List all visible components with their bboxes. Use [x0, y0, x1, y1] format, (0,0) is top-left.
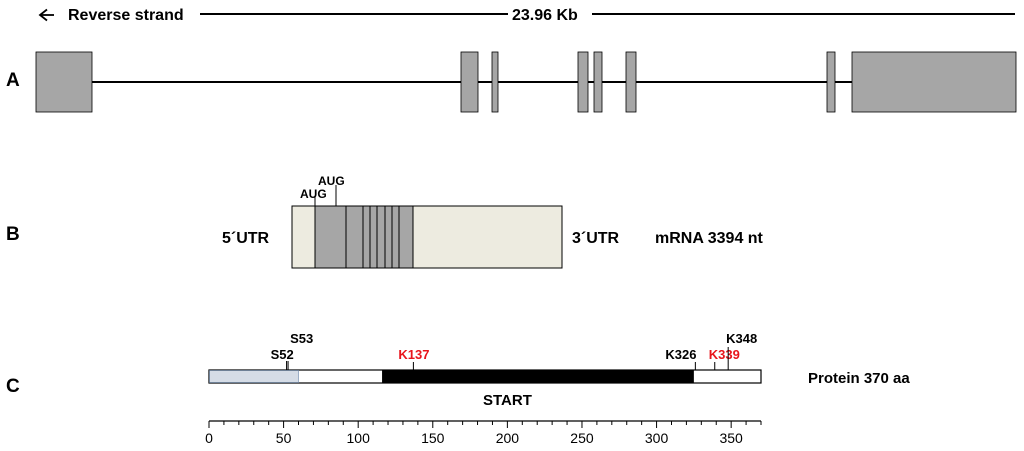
utr3-label: 3´UTR	[572, 230, 620, 247]
panel-c-label: C	[6, 376, 20, 397]
mrna-length-label: mRNA 3394 nt	[655, 230, 764, 247]
axis-tick-label: 50	[276, 430, 292, 446]
panel-b-mrna: B 5´UTR AUG AUG 3´UTR mRNA 3394 nt	[6, 174, 764, 269]
exon-box	[577, 51, 589, 113]
panel-a-gene-structure: A	[6, 51, 1017, 113]
exon-box	[593, 51, 603, 113]
mrna-coding-region	[314, 205, 414, 269]
axis-tick-label: 100	[347, 430, 371, 446]
site-label-k326: K326	[665, 347, 696, 362]
site-label-k137: K137	[398, 347, 429, 362]
aug2-label: AUG	[318, 174, 345, 188]
start-domain-label: START	[483, 392, 532, 409]
left-arrow-head-icon	[38, 8, 48, 22]
axis-tick-label: 150	[421, 430, 445, 446]
site-label-s53: S53	[290, 331, 313, 346]
axis-tick-label: 300	[645, 430, 669, 446]
start-domain-bar	[382, 370, 694, 383]
axis-tick-label: 0	[205, 430, 213, 446]
axis-tick-label: 250	[570, 430, 594, 446]
site-label-k339: K339	[709, 347, 740, 362]
exon-junctions	[345, 206, 400, 268]
exon-box	[851, 51, 1017, 113]
utr5-label: 5´UTR	[222, 230, 270, 247]
gene-length-label: 23.96 Kb	[512, 7, 578, 24]
protein-axis: 0 50 100 150 200 250 300 350	[205, 420, 762, 446]
exon-box	[625, 51, 637, 113]
aug1-label: AUG	[300, 187, 327, 201]
exon-box	[491, 51, 499, 113]
reverse-strand-label: Reverse strand	[68, 7, 184, 24]
exon-box	[826, 51, 836, 113]
axis-tick-label: 200	[496, 430, 520, 446]
panel-b-label: B	[6, 224, 20, 245]
panel-a-label: A	[6, 70, 20, 91]
strand-header: Reverse strand 23.96 Kb	[38, 7, 1015, 24]
exon-box	[460, 51, 479, 113]
protein-n-terminal-region	[209, 370, 299, 383]
axis-tick-label: 350	[719, 430, 743, 446]
protein-length-label: Protein 370 aa	[808, 370, 910, 387]
site-label-k348: K348	[726, 331, 757, 346]
site-label-s52: S52	[271, 347, 294, 362]
exon-box	[35, 51, 93, 113]
